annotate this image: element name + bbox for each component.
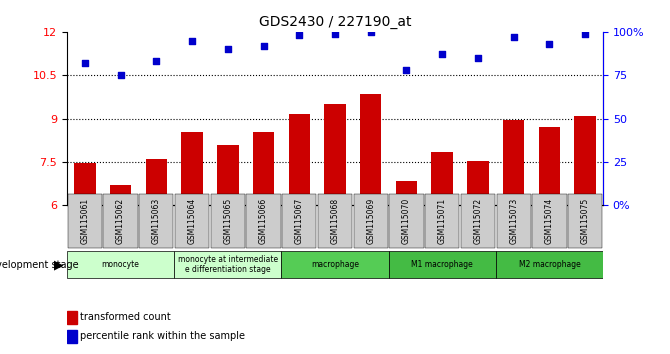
Text: GSM115072: GSM115072 [474, 198, 482, 244]
FancyBboxPatch shape [568, 194, 602, 249]
Point [115, 73, 126, 78]
Point [258, 43, 269, 48]
FancyBboxPatch shape [461, 194, 495, 249]
Point [365, 29, 376, 35]
FancyBboxPatch shape [389, 194, 423, 249]
Text: monocyte at intermediate
e differentiation stage: monocyte at intermediate e differentiati… [178, 255, 278, 274]
Bar [217, 144, 239, 205]
Text: monocyte: monocyte [102, 260, 139, 269]
FancyBboxPatch shape [175, 194, 209, 249]
Point [187, 38, 198, 44]
Text: GSM115075: GSM115075 [581, 198, 590, 244]
Bar [324, 104, 346, 205]
Text: GSM115066: GSM115066 [259, 198, 268, 244]
FancyBboxPatch shape [174, 251, 281, 278]
Text: GSM115063: GSM115063 [152, 198, 161, 244]
FancyBboxPatch shape [425, 194, 460, 249]
Bar [67, 311, 76, 324]
Text: GSM115070: GSM115070 [402, 198, 411, 244]
Text: GSM115064: GSM115064 [188, 198, 196, 244]
Point [294, 33, 305, 38]
Point [544, 41, 555, 47]
Text: GSM115068: GSM115068 [330, 198, 340, 244]
Bar [539, 127, 560, 205]
FancyBboxPatch shape [496, 251, 603, 278]
Bar [145, 159, 167, 205]
Point [80, 60, 90, 66]
FancyBboxPatch shape [496, 194, 531, 249]
Bar [574, 116, 596, 205]
Bar [360, 94, 381, 205]
FancyBboxPatch shape [354, 194, 388, 249]
Point [222, 46, 233, 52]
Text: development stage: development stage [0, 259, 79, 270]
FancyBboxPatch shape [532, 194, 567, 249]
Text: M2 macrophage: M2 macrophage [519, 260, 580, 269]
Bar [253, 132, 274, 205]
FancyBboxPatch shape [389, 251, 496, 278]
FancyBboxPatch shape [103, 194, 138, 249]
FancyBboxPatch shape [67, 251, 174, 278]
Text: GSM115067: GSM115067 [295, 198, 304, 244]
Text: GSM115061: GSM115061 [80, 198, 89, 244]
Bar [503, 120, 525, 205]
Text: M1 macrophage: M1 macrophage [411, 260, 473, 269]
FancyBboxPatch shape [282, 194, 316, 249]
Text: GSM115071: GSM115071 [438, 198, 447, 244]
Text: GSM115062: GSM115062 [116, 198, 125, 244]
Point [401, 67, 412, 73]
Bar [431, 152, 453, 205]
Text: percentile rank within the sample: percentile rank within the sample [80, 331, 245, 341]
Text: GSM115065: GSM115065 [223, 198, 232, 244]
Point [437, 52, 448, 57]
Point [151, 58, 161, 64]
Text: ▶: ▶ [54, 258, 64, 271]
Bar [110, 185, 131, 205]
FancyBboxPatch shape [247, 194, 281, 249]
Title: GDS2430 / 227190_at: GDS2430 / 227190_at [259, 16, 411, 29]
Bar [467, 160, 488, 205]
Bar [182, 132, 203, 205]
Bar [67, 330, 76, 343]
Bar [289, 114, 310, 205]
Point [509, 34, 519, 40]
Bar [74, 164, 96, 205]
FancyBboxPatch shape [68, 194, 102, 249]
Text: GSM115074: GSM115074 [545, 198, 554, 244]
FancyBboxPatch shape [210, 194, 245, 249]
FancyBboxPatch shape [318, 194, 352, 249]
FancyBboxPatch shape [139, 194, 174, 249]
Point [330, 31, 340, 36]
Text: GSM115069: GSM115069 [366, 198, 375, 244]
Point [472, 55, 483, 61]
Text: GSM115073: GSM115073 [509, 198, 518, 244]
Text: transformed count: transformed count [80, 312, 171, 322]
Bar [396, 181, 417, 205]
Text: macrophage: macrophage [311, 260, 359, 269]
Point [580, 31, 590, 36]
FancyBboxPatch shape [281, 251, 389, 278]
